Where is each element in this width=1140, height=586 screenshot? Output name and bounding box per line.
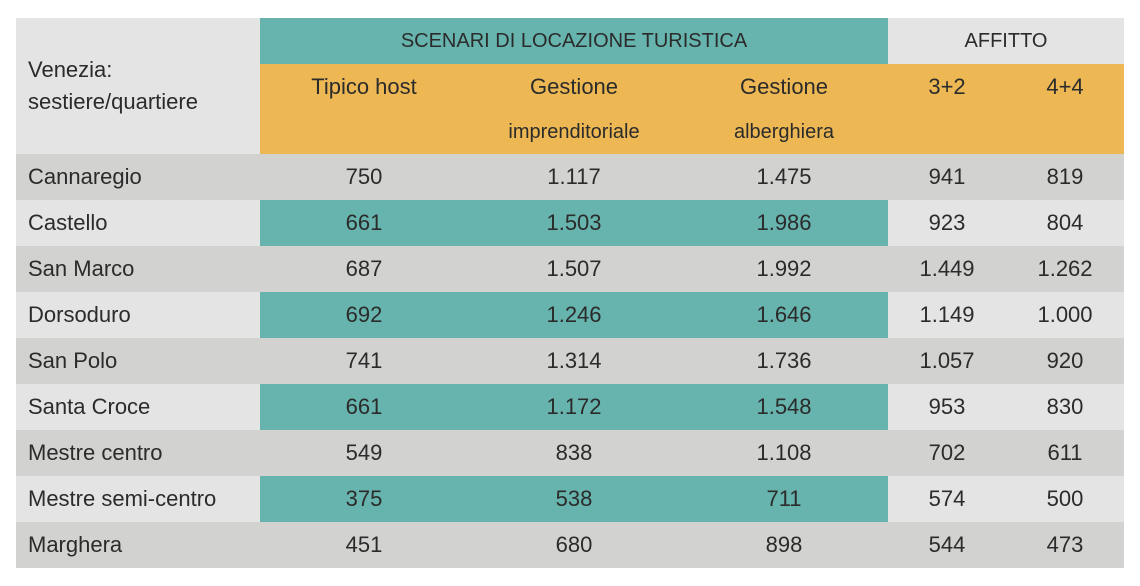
table-cell: 1.986	[756, 210, 812, 235]
table-cell: 1.246	[546, 302, 602, 327]
corner-label-line1: Venezia:	[28, 57, 113, 82]
rent-scenarios-table: Venezia: sestiere/quartiere SCENARI DI L…	[16, 18, 1124, 568]
row-rent-background	[888, 476, 1124, 522]
column-header-business-line2: imprenditoriale	[508, 120, 640, 143]
table-cell: 1.507	[546, 256, 602, 281]
row-tourist-background	[260, 154, 888, 200]
table-cell: 661	[345, 210, 383, 235]
row-tourist-background	[260, 246, 888, 292]
table-cell: 1.314	[546, 348, 602, 373]
column-header-rent-4-4: 4+4	[1046, 74, 1084, 99]
row-rent-background	[888, 384, 1124, 430]
table-cell: 1.000	[1037, 302, 1093, 327]
column-header-hotel-line1: Gestione	[739, 74, 829, 99]
table-cell: 920	[1046, 348, 1084, 373]
column-header-business-line1: Gestione	[529, 74, 619, 99]
table-cell: 544	[928, 532, 966, 557]
table-cell: 711	[766, 486, 802, 511]
row-label: Dorsoduro	[28, 302, 131, 327]
row-tourist-background	[260, 292, 888, 338]
table-cell: 375	[345, 486, 383, 511]
group-header-tourist: SCENARI DI LOCAZIONE TURISTICA	[260, 18, 888, 64]
row-tourist-background	[260, 200, 888, 246]
row-rent-background	[888, 154, 1124, 200]
row-label: San Polo	[28, 348, 118, 373]
table-cell: 898	[765, 532, 803, 557]
row-label-background	[16, 384, 260, 430]
table-cell: 692	[345, 302, 383, 327]
table-cell: 838	[555, 440, 593, 465]
table-cell: 1.117	[547, 164, 601, 189]
table-cell: 830	[1046, 394, 1084, 419]
row-label-background	[16, 476, 260, 522]
row-label-background	[16, 430, 260, 476]
row-tourist-background	[260, 430, 888, 476]
table-cell: 953	[928, 394, 966, 419]
table-cell: 538	[555, 486, 593, 511]
table-cell: 1.548	[756, 394, 812, 419]
row-label: Cannaregio	[28, 164, 142, 189]
row-label-background	[16, 246, 260, 292]
row-label-background	[16, 292, 260, 338]
row-label: San Marco	[28, 256, 135, 281]
row-rent-background	[888, 430, 1124, 476]
row-label-background	[16, 154, 260, 200]
table-cell: 1.057	[919, 348, 975, 373]
row-label: Marghera	[28, 532, 123, 557]
row-label: Mestre centro	[28, 440, 163, 465]
row-rent-background	[888, 292, 1124, 338]
column-header-rent-3-2: 3+2	[928, 74, 966, 99]
table-cell: 804	[1046, 210, 1084, 235]
table-cell: 1.736	[756, 348, 812, 373]
column-header-typical-host: Tipico host	[311, 74, 417, 99]
row-label: Mestre semi-centro	[28, 486, 217, 511]
row-tourist-background	[260, 522, 888, 568]
table-cell: 1.475	[756, 164, 812, 189]
table-cell: 451	[345, 532, 383, 557]
table-cell: 574	[928, 486, 966, 511]
table-cell: 750	[345, 164, 383, 189]
table-cell: 611	[1047, 440, 1083, 465]
table-cell: 1.449	[919, 256, 975, 281]
corner-header: Venezia: sestiere/quartiere	[16, 18, 260, 154]
row-rent-background	[888, 246, 1124, 292]
table-cell: 549	[345, 440, 383, 465]
row-tourist-background	[260, 476, 888, 522]
column-header-hotel-line2: alberghiera	[733, 120, 835, 143]
table-cell: 473	[1046, 532, 1084, 557]
table-cell: 1.992	[756, 256, 812, 281]
row-rent-background	[888, 200, 1124, 246]
row-rent-background	[888, 522, 1124, 568]
group-header-rent: AFFITTO	[888, 18, 1124, 64]
row-rent-background	[888, 338, 1124, 384]
table-cell: 923	[928, 210, 966, 235]
table-cell: 661	[345, 394, 383, 419]
table-cell: 941	[928, 164, 966, 189]
table-cell: 500	[1046, 486, 1084, 511]
table-cell: 1.108	[756, 440, 812, 465]
table-cell: 680	[555, 532, 593, 557]
row-label: Castello	[28, 210, 108, 235]
row-label-background	[16, 338, 260, 384]
table-cell: 1.503	[546, 210, 602, 235]
table-cell: 1.646	[756, 302, 812, 327]
row-label-background	[16, 200, 260, 246]
table-cell: 741	[345, 348, 383, 373]
table-cell: 702	[928, 440, 966, 465]
row-label-background	[16, 522, 260, 568]
row-tourist-background	[260, 338, 888, 384]
corner-label-line2: sestiere/quartiere	[28, 89, 198, 114]
table-cell: 1.262	[1037, 256, 1093, 281]
table-cell: 819	[1046, 164, 1084, 189]
table-cell: 1.149	[919, 302, 975, 327]
row-tourist-background	[260, 384, 888, 430]
row-label: Santa Croce	[28, 394, 151, 419]
table-cell: 1.172	[546, 394, 602, 419]
column-header-band	[260, 64, 1124, 154]
table-cell: 687	[345, 256, 383, 281]
